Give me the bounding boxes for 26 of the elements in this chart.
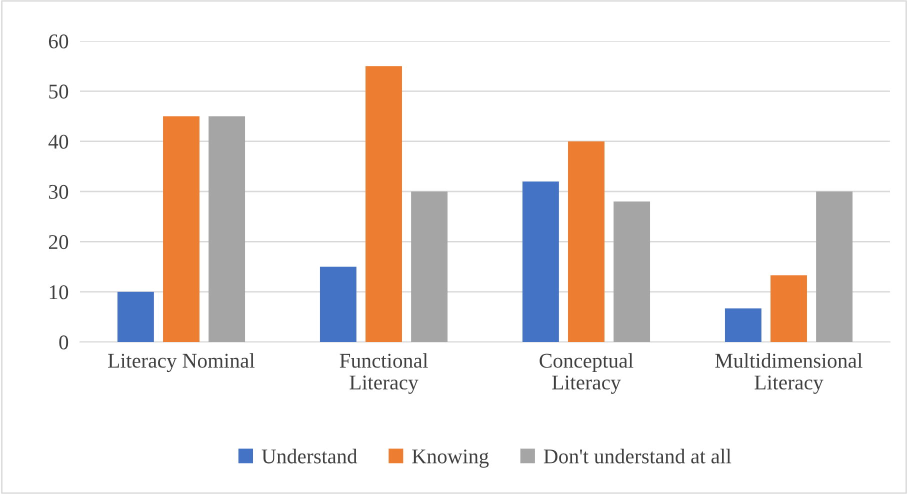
- y-tick-label: 60: [48, 34, 68, 48]
- bar: [568, 141, 604, 342]
- y-tick-label: 40: [48, 134, 68, 149]
- x-tick-label: Multidimensional Literacy: [715, 353, 862, 394]
- bar: [208, 116, 246, 342]
- legend-label: Knowing: [412, 449, 489, 468]
- legend-label: Understand: [262, 448, 358, 464]
- bar: [411, 192, 448, 342]
- y-tick-label: 10: [50, 285, 68, 300]
- bar: [770, 275, 807, 342]
- y-tick-label: 20: [48, 235, 68, 250]
- y-tick-label: 50: [49, 84, 68, 99]
- bar: [366, 66, 402, 342]
- y-tick-label: 30: [49, 184, 68, 199]
- bar: [724, 308, 762, 342]
- bar: [117, 292, 154, 342]
- bar: [816, 192, 853, 342]
- y-tick-label: 0: [59, 335, 68, 350]
- x-tick-label: Conceptual Literacy: [540, 353, 634, 394]
- bar: [522, 181, 559, 342]
- x-tick-label: Literacy Nominal: [108, 353, 255, 372]
- bar: [614, 202, 650, 342]
- x-tick-label: Functional Literacy: [340, 353, 428, 394]
- legend-label: Don't understand at all: [544, 448, 732, 464]
- bar: [320, 266, 356, 342]
- bar: [163, 116, 200, 342]
